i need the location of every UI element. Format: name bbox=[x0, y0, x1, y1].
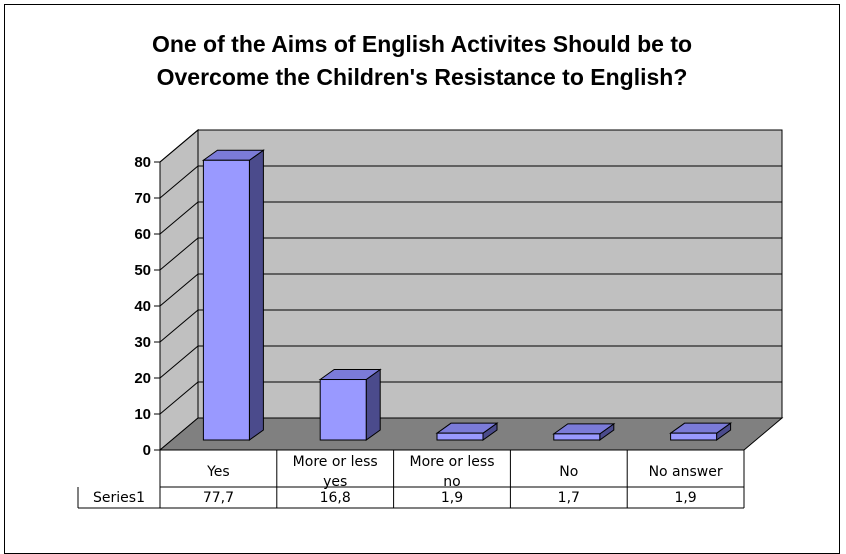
chart-title-line-1: One of the Aims of English Activites Sho… bbox=[152, 31, 692, 57]
x-category-label: yes bbox=[323, 474, 347, 490]
data-label: 16,8 bbox=[320, 490, 351, 506]
y-tick-label: 0 bbox=[143, 442, 151, 459]
bar-side bbox=[248, 149, 264, 441]
y-tick-label: 60 bbox=[134, 226, 151, 243]
y-tick-label: 30 bbox=[134, 334, 151, 351]
bar bbox=[553, 433, 601, 441]
x-category-label: More or less bbox=[293, 454, 378, 470]
bar bbox=[319, 379, 367, 441]
bar bbox=[202, 159, 250, 441]
side-gridline bbox=[159, 345, 199, 379]
plot-area: 0 10 20 30 40 50 60 70 80 bbox=[134, 128, 784, 459]
side-gridline bbox=[159, 309, 199, 343]
bar bbox=[436, 432, 484, 441]
y-tick-label: 50 bbox=[134, 262, 151, 279]
bar-side bbox=[365, 368, 381, 441]
side-gridline bbox=[159, 165, 199, 199]
chart-title-line-2: Overcome the Children's Resistance to En… bbox=[157, 64, 688, 90]
data-label: 77,7 bbox=[203, 490, 234, 506]
x-category-label: Yes bbox=[206, 464, 230, 480]
y-tick-label: 10 bbox=[134, 406, 151, 423]
y-tick-label: 80 bbox=[134, 154, 151, 171]
data-label: 1,9 bbox=[441, 490, 463, 506]
bar bbox=[670, 432, 718, 441]
side-gridline bbox=[159, 129, 199, 163]
x-category-label: no bbox=[443, 474, 460, 490]
side-gridline bbox=[159, 273, 199, 307]
x-category-label: More or less bbox=[409, 454, 494, 470]
y-tick-label: 20 bbox=[134, 370, 151, 387]
side-gridline bbox=[159, 237, 199, 271]
series-name: Series1 bbox=[93, 490, 145, 506]
side-gridline bbox=[159, 201, 199, 235]
y-tick-label: 40 bbox=[134, 298, 151, 315]
data-table: Yes More or less yes More or less no No No ans… bbox=[77, 450, 745, 509]
x-category-label: No bbox=[559, 464, 578, 480]
y-tick-label: 70 bbox=[134, 190, 151, 207]
side-gridline bbox=[159, 381, 199, 415]
data-label: 1,9 bbox=[674, 490, 696, 506]
x-category-label: No answer bbox=[649, 464, 723, 480]
data-label: 1,7 bbox=[558, 490, 580, 506]
